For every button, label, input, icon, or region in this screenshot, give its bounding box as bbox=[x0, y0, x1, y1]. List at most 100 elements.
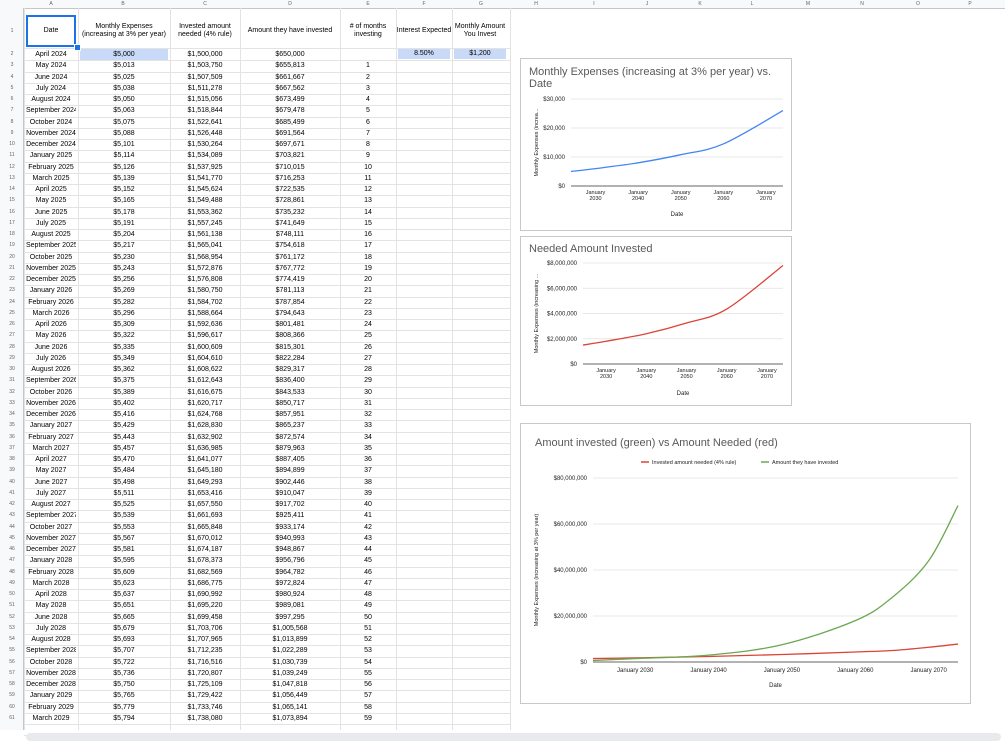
date-cell[interactable]: May 2026 bbox=[35, 332, 67, 340]
invested-cell[interactable]: $843,533 bbox=[275, 388, 305, 396]
expenses-cell[interactable]: $5,389 bbox=[113, 388, 135, 396]
invested-cell[interactable]: $801,481 bbox=[275, 321, 305, 328]
date-cell[interactable]: February 2027 bbox=[28, 433, 74, 441]
date-cell[interactable]: April 2028 bbox=[35, 591, 67, 598]
needed-cell[interactable]: $1,738,080 bbox=[187, 714, 223, 722]
date-cell[interactable]: December 2026 bbox=[26, 411, 76, 418]
column-header-h[interactable]: H bbox=[534, 1, 538, 7]
date-cell[interactable]: March 2029 bbox=[32, 714, 70, 722]
months-cell[interactable]: 55 bbox=[364, 669, 372, 677]
invested-cell[interactable]: $735,232 bbox=[275, 208, 305, 216]
needed-cell[interactable]: $1,604,610 bbox=[187, 354, 223, 362]
expenses-cell[interactable]: $5,075 bbox=[113, 118, 135, 126]
expenses-cell[interactable]: $5,217 bbox=[113, 242, 135, 250]
date-cell[interactable]: July 2025 bbox=[36, 219, 66, 227]
date-cell[interactable]: May 2025 bbox=[35, 197, 67, 205]
needed-cell[interactable]: $1,553,362 bbox=[187, 208, 223, 216]
invested-cell[interactable]: $1,013,899 bbox=[272, 636, 308, 643]
expenses-cell[interactable]: $5,013 bbox=[113, 62, 135, 70]
needed-cell[interactable]: $1,632,902 bbox=[187, 433, 223, 441]
expenses-cell[interactable]: $5,443 bbox=[113, 433, 135, 441]
date-cell[interactable]: September 2025 bbox=[26, 242, 76, 250]
expenses-cell[interactable]: $5,152 bbox=[113, 186, 135, 193]
date-cell[interactable]: July 2028 bbox=[36, 624, 66, 632]
expenses-cell[interactable]: $5,050 bbox=[113, 96, 135, 103]
needed-cell[interactable]: $1,584,702 bbox=[187, 298, 223, 306]
expenses-cell[interactable]: $5,457 bbox=[113, 444, 135, 452]
needed-cell[interactable]: $1,703,706 bbox=[187, 624, 223, 632]
date-cell[interactable]: September 2027 bbox=[26, 512, 76, 520]
months-cell[interactable]: 36 bbox=[364, 456, 372, 463]
row-number[interactable]: 53 bbox=[9, 624, 15, 631]
row-number[interactable]: 9 bbox=[10, 129, 14, 136]
header-date[interactable]: Date bbox=[26, 15, 76, 47]
invested-cell[interactable]: $1,056,449 bbox=[272, 692, 308, 700]
date-cell[interactable]: November 2025 bbox=[26, 264, 76, 272]
months-cell[interactable]: 18 bbox=[364, 253, 372, 261]
row-number[interactable]: 44 bbox=[9, 523, 15, 530]
column-header-e[interactable]: E bbox=[366, 1, 370, 7]
needed-cell[interactable]: $1,565,041 bbox=[187, 242, 223, 250]
needed-cell[interactable]: $1,649,293 bbox=[187, 478, 223, 486]
date-cell[interactable]: January 2025 bbox=[29, 152, 73, 160]
column-header-m[interactable]: M bbox=[805, 1, 811, 7]
row-number[interactable]: 60 bbox=[9, 703, 15, 710]
months-cell[interactable]: 7 bbox=[366, 129, 370, 137]
needed-cell[interactable]: $1,716,516 bbox=[187, 658, 223, 666]
invested-cell[interactable]: $933,174 bbox=[275, 523, 305, 531]
column-header-o[interactable]: O bbox=[916, 1, 920, 7]
date-cell[interactable]: December 2024 bbox=[26, 141, 76, 148]
months-cell[interactable]: 30 bbox=[364, 388, 372, 396]
months-cell[interactable]: 43 bbox=[364, 534, 372, 542]
date-cell[interactable]: August 2025 bbox=[31, 231, 71, 238]
monthly-invest-cell[interactable]: $1,200 bbox=[454, 49, 506, 59]
row-number[interactable]: 40 bbox=[9, 478, 15, 485]
invested-cell[interactable]: $661,667 bbox=[275, 73, 305, 81]
needed-cell[interactable]: $1,503,750 bbox=[187, 62, 223, 70]
row-number[interactable]: 34 bbox=[9, 411, 15, 417]
expenses-cell[interactable]: $5,362 bbox=[113, 366, 135, 373]
months-cell[interactable]: 49 bbox=[364, 602, 372, 610]
expenses-cell[interactable]: $5,025 bbox=[113, 73, 135, 81]
row-number[interactable]: 41 bbox=[9, 489, 15, 496]
date-cell[interactable]: March 2028 bbox=[32, 579, 70, 587]
row-number[interactable]: 18 bbox=[9, 231, 15, 237]
date-cell[interactable]: November 2024 bbox=[26, 129, 76, 137]
months-cell[interactable] bbox=[342, 49, 394, 60]
invested-cell[interactable]: $910,047 bbox=[275, 489, 305, 497]
months-cell[interactable]: 8 bbox=[366, 141, 370, 148]
expenses-cell[interactable]: $5,623 bbox=[113, 579, 135, 587]
expenses-cell[interactable]: $5,539 bbox=[113, 512, 135, 520]
date-cell[interactable]: November 2028 bbox=[26, 669, 76, 677]
needed-cell[interactable]: $1,725,109 bbox=[187, 681, 223, 688]
row-number[interactable]: 22 bbox=[9, 276, 15, 282]
row-number[interactable]: 16 bbox=[9, 208, 15, 215]
months-cell[interactable]: 3 bbox=[366, 84, 370, 92]
date-cell[interactable]: June 2026 bbox=[34, 343, 68, 351]
date-cell[interactable]: February 2025 bbox=[28, 163, 74, 171]
needed-cell[interactable]: $1,686,775 bbox=[187, 579, 223, 587]
months-cell[interactable]: 25 bbox=[364, 332, 372, 340]
months-cell[interactable]: 19 bbox=[364, 264, 372, 272]
invested-cell[interactable]: $997,295 bbox=[275, 613, 305, 621]
needed-cell[interactable]: $1,608,622 bbox=[187, 366, 223, 373]
expenses-cell[interactable]: $5,063 bbox=[113, 107, 135, 115]
needed-chart[interactable]: Needed Amount Invested $8,000,000 $6,000,… bbox=[520, 236, 792, 406]
expenses-cell[interactable]: $5,256 bbox=[113, 276, 135, 283]
expenses-cell[interactable]: $5,429 bbox=[113, 422, 135, 430]
header-expenses[interactable]: Monthly Expenses (increasing at 3% per y… bbox=[78, 15, 170, 47]
needed-cell[interactable]: $1,500,000 bbox=[187, 51, 223, 58]
date-cell[interactable]: February 2026 bbox=[28, 298, 74, 306]
needed-cell[interactable]: $1,641,077 bbox=[187, 456, 223, 463]
needed-cell[interactable]: $1,695,220 bbox=[187, 602, 223, 610]
months-cell[interactable]: 44 bbox=[364, 546, 372, 553]
row-number[interactable]: 49 bbox=[9, 579, 15, 586]
invested-cell[interactable]: $857,951 bbox=[275, 411, 305, 418]
date-cell[interactable]: June 2027 bbox=[34, 478, 68, 486]
needed-cell[interactable]: $1,733,746 bbox=[187, 703, 223, 711]
invested-cell[interactable]: $879,963 bbox=[275, 444, 305, 452]
expenses-cell[interactable]: $5,707 bbox=[113, 647, 135, 655]
row-number[interactable]: 8 bbox=[10, 118, 14, 125]
needed-cell[interactable]: $1,557,245 bbox=[187, 219, 223, 227]
months-cell[interactable]: 38 bbox=[364, 478, 372, 486]
